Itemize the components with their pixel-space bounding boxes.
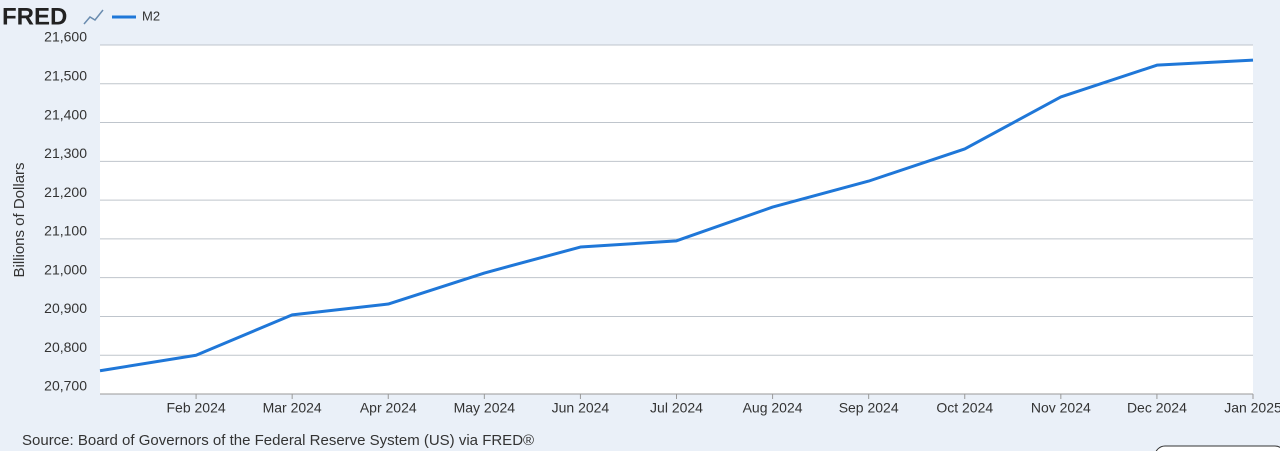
logo-icon	[83, 9, 104, 25]
x-tick-label: Jun 2024	[552, 400, 610, 416]
y-tick-label: 20,800	[44, 339, 87, 355]
x-tick-label: Aug 2024	[743, 400, 803, 416]
x-tick-label: Apr 2024	[360, 400, 417, 416]
y-tick-label: 21,400	[44, 106, 87, 122]
y-tick-label: 21,200	[44, 184, 87, 200]
y-tick-label: 21,600	[44, 29, 87, 45]
logo: FRED	[2, 3, 67, 30]
x-tick-label: Mar 2024	[263, 400, 322, 416]
y-tick-label: 20,700	[44, 378, 87, 394]
y-tick-label: 21,500	[44, 67, 87, 83]
y-tick-label: 20,900	[44, 300, 87, 316]
x-tick-label: Jul 2024	[650, 400, 703, 416]
x-tick-label: Nov 2024	[1031, 400, 1091, 416]
x-tick-label: Dec 2024	[1127, 400, 1187, 416]
y-tick-label: 21,300	[44, 145, 87, 161]
y-axis-label: Billions of Dollars	[11, 162, 28, 277]
source: Source: Board of Governors of the Federa…	[22, 432, 534, 449]
series-line	[99, 58, 1254, 373]
plot-area	[100, 45, 1253, 394]
x-tick-label: Feb 2024	[166, 400, 225, 416]
x-tick-label: Jan 2025	[1224, 400, 1280, 416]
x-tick-label: Oct 2024	[936, 400, 993, 416]
legend-label: M2	[142, 8, 160, 23]
button[interactable]	[1155, 445, 1280, 451]
y-tick-label: 21,100	[44, 223, 87, 239]
x-tick-label: Sep 2024	[839, 400, 899, 416]
y-tick-label: 21,000	[44, 261, 87, 277]
x-tick-label: May 2024	[454, 400, 516, 416]
